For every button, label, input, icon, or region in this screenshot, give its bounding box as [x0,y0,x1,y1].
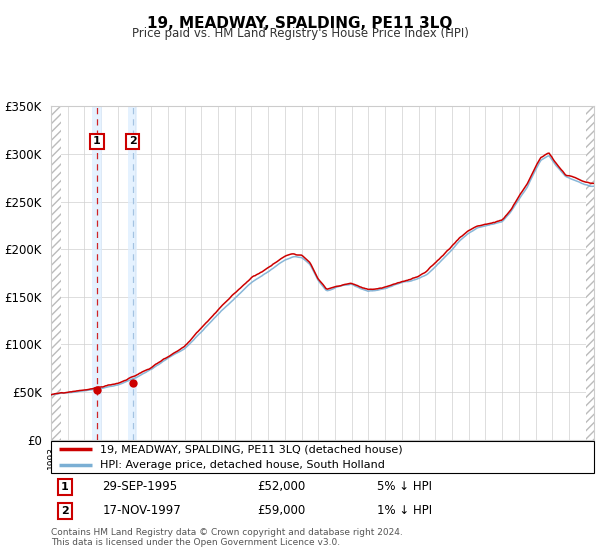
Text: 19, MEADWAY, SPALDING, PE11 3LQ: 19, MEADWAY, SPALDING, PE11 3LQ [148,16,452,31]
Text: Price paid vs. HM Land Registry's House Price Index (HPI): Price paid vs. HM Land Registry's House … [131,27,469,40]
Text: 2: 2 [61,506,68,516]
Text: £52,000: £52,000 [257,480,305,493]
Text: 1% ↓ HPI: 1% ↓ HPI [377,504,432,517]
Bar [586,106,594,440]
Bar [51,106,61,440]
Bar [92,106,101,440]
Text: 2: 2 [128,137,136,146]
Text: 17-NOV-1997: 17-NOV-1997 [103,504,181,517]
FancyBboxPatch shape [51,441,594,473]
Text: 5% ↓ HPI: 5% ↓ HPI [377,480,432,493]
Text: 1: 1 [61,482,68,492]
Text: Contains HM Land Registry data © Crown copyright and database right 2024.
This d: Contains HM Land Registry data © Crown c… [51,528,403,547]
Text: 1: 1 [93,137,101,146]
Bar [128,106,137,440]
Text: HPI: Average price, detached house, South Holland: HPI: Average price, detached house, Sout… [100,460,385,470]
Text: 29-SEP-1995: 29-SEP-1995 [103,480,178,493]
Text: 19, MEADWAY, SPALDING, PE11 3LQ (detached house): 19, MEADWAY, SPALDING, PE11 3LQ (detache… [100,444,403,454]
Text: £59,000: £59,000 [257,504,305,517]
